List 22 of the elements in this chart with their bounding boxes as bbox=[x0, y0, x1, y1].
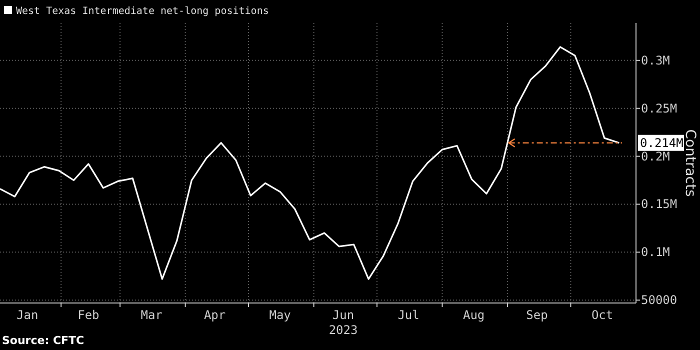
x-tick-label: Apr bbox=[204, 308, 226, 322]
x-tick-label: Jul bbox=[398, 308, 420, 322]
x-axis-title: 2023 bbox=[328, 323, 358, 337]
x-tick-label: Feb bbox=[78, 308, 100, 322]
x-tick-label: Sep bbox=[526, 308, 548, 322]
x-tick-label: Mar bbox=[140, 308, 162, 322]
x-tick-label: May bbox=[269, 308, 291, 322]
y-tick-label: 0.1M bbox=[641, 245, 670, 260]
y-tick-label: 0.2M bbox=[641, 149, 670, 164]
source-note: Source: CFTC bbox=[2, 334, 84, 347]
y-tick-label: 0.15M bbox=[641, 197, 678, 212]
line-series bbox=[0, 46, 620, 280]
legend-label: West Texas Intermediate net-long positions bbox=[16, 6, 269, 17]
x-tick-label: Jun bbox=[332, 308, 354, 322]
ref-line-label: 0.214M bbox=[640, 136, 684, 150]
y-axis-title: Contracts bbox=[682, 129, 698, 197]
x-tick-label: Jan bbox=[16, 308, 38, 322]
y-tick-label: 0.3M bbox=[641, 53, 670, 68]
y-tick-label: 0.25M bbox=[641, 101, 678, 116]
x-tick-label: Aug bbox=[462, 308, 485, 322]
x-tick-label: Oct bbox=[591, 308, 614, 322]
y-tick-label: 50000 bbox=[641, 293, 678, 308]
